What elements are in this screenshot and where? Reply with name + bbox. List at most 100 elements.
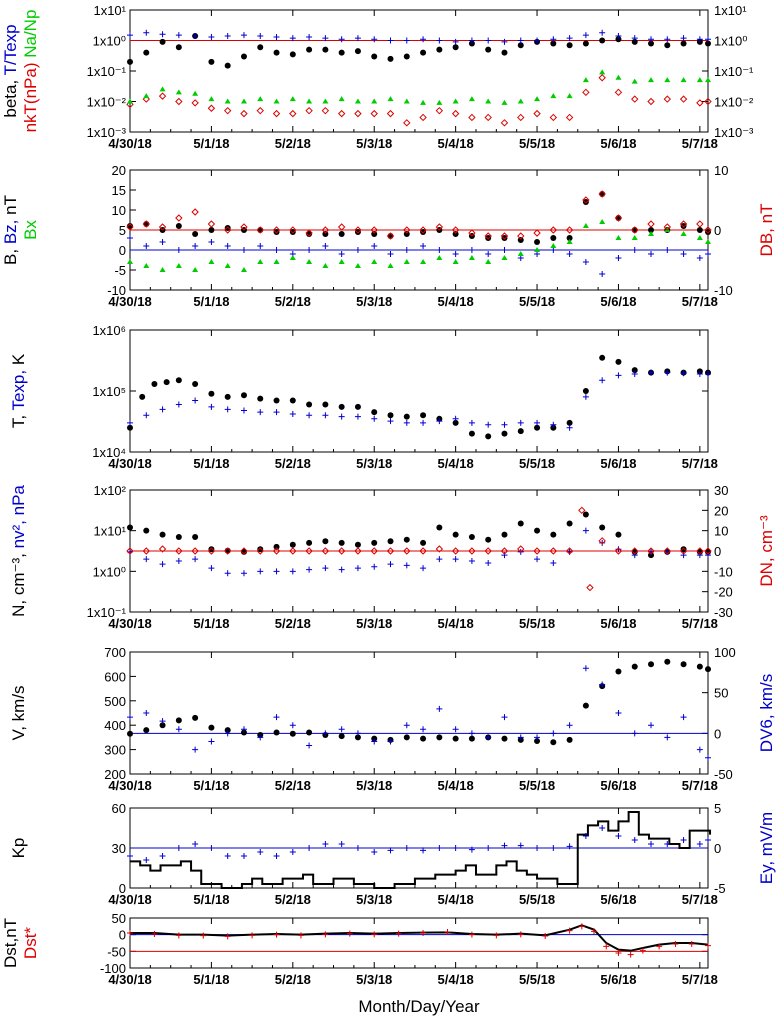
data-point <box>159 86 166 92</box>
data-point <box>208 239 215 245</box>
data-point <box>338 733 345 740</box>
data-point <box>143 93 150 99</box>
data-point <box>337 547 346 555</box>
data-point <box>485 37 492 44</box>
data-point <box>615 215 622 221</box>
data-point <box>354 730 361 737</box>
data-point <box>322 243 329 249</box>
data-point <box>647 220 655 228</box>
data-point <box>435 223 444 231</box>
x-tick-label: 5/4/18 <box>438 456 474 471</box>
data-point <box>257 227 264 233</box>
y-tick-label: 50 <box>112 911 126 926</box>
data-point <box>159 267 166 272</box>
data-point <box>354 98 361 104</box>
data-point <box>289 410 296 417</box>
y-tick-label-right: -5 <box>714 881 726 896</box>
y-tick-label: 200 <box>104 767 126 782</box>
data-point <box>420 99 427 105</box>
data-point <box>663 95 672 103</box>
data-point <box>696 548 703 555</box>
data-point <box>534 37 541 44</box>
y-tick-label: 500 <box>104 694 126 709</box>
data-point <box>289 397 296 404</box>
y-axis-label-left-part: K <box>9 353 28 370</box>
data-point <box>599 29 606 36</box>
y-axis-label-left-part: nT <box>1 195 20 220</box>
y-tick-label-right: 0 <box>714 223 721 238</box>
data-point <box>240 32 247 39</box>
data-point <box>420 36 427 43</box>
data-point <box>224 933 231 940</box>
data-point <box>696 552 703 559</box>
data-point <box>158 545 167 553</box>
y-tick-label-right: -30 <box>714 605 733 620</box>
data-point <box>705 229 711 235</box>
data-point <box>257 734 264 741</box>
data-point <box>566 424 573 431</box>
data-point <box>240 53 247 60</box>
data-point <box>338 259 345 264</box>
data-point <box>249 932 256 939</box>
y-tick-label: 700 <box>104 645 126 660</box>
data-point <box>704 97 712 106</box>
x-tick-label: 5/7/18 <box>682 294 718 309</box>
data-point <box>549 226 558 234</box>
data-point <box>566 736 573 743</box>
data-point <box>354 229 361 235</box>
y-axis-label-right-part: DV6, km/s <box>757 674 776 752</box>
data-point <box>550 560 557 567</box>
x-tick-label: 5/2/18 <box>275 294 311 309</box>
data-point <box>208 546 215 553</box>
data-point <box>321 226 330 234</box>
y-axis-label-left-part: nv², nPa <box>9 485 28 554</box>
y-tick-label: 1x10² <box>93 483 126 498</box>
data-point <box>289 849 296 855</box>
data-point <box>158 92 167 100</box>
data-point <box>598 74 606 82</box>
data-point <box>517 842 524 849</box>
data-point <box>306 566 313 573</box>
data-point <box>420 243 427 249</box>
data-point <box>420 412 427 419</box>
data-point <box>578 923 585 930</box>
data-point <box>175 845 182 851</box>
data-point <box>224 62 231 69</box>
data-point <box>672 941 679 947</box>
data-point <box>436 734 443 741</box>
data-point <box>550 845 557 851</box>
data-point <box>273 229 280 235</box>
data-point <box>599 681 606 688</box>
y-axis-label-left: N, cm⁻³, nv², nPa <box>9 485 28 617</box>
data-point <box>631 367 638 374</box>
data-point <box>534 96 541 102</box>
data-point <box>452 531 459 538</box>
y-axis-label-right-part: DB, nT <box>757 204 776 257</box>
data-point <box>534 734 541 741</box>
data-point <box>631 35 638 42</box>
data-point <box>468 229 476 237</box>
data-point <box>143 527 150 534</box>
data-point <box>615 668 622 675</box>
data-point <box>542 933 549 939</box>
data-point <box>256 106 264 115</box>
data-point <box>468 255 475 260</box>
y-tick-label-right: 100 <box>714 645 736 660</box>
data-point <box>598 537 606 545</box>
data-point <box>648 251 655 257</box>
data-point <box>436 556 443 563</box>
y-axis-label-left-2-part: Na/Np <box>21 10 40 63</box>
data-point <box>192 231 199 237</box>
data-point <box>338 566 345 573</box>
data-point <box>306 98 313 104</box>
data-point <box>533 547 541 555</box>
data-point <box>550 424 557 431</box>
data-point <box>664 36 671 43</box>
data-point <box>631 370 638 377</box>
data-point <box>403 419 410 426</box>
data-point <box>223 547 232 555</box>
data-point <box>680 661 687 668</box>
data-point <box>680 837 687 843</box>
data-point <box>403 547 411 555</box>
data-point <box>517 251 524 256</box>
